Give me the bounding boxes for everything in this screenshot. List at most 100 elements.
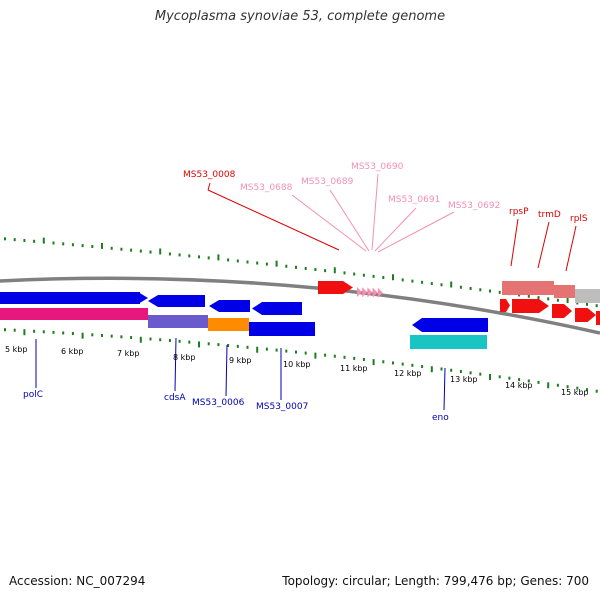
inner-tick bbox=[372, 359, 375, 366]
outer-tick bbox=[139, 249, 142, 253]
outer-tick bbox=[459, 285, 462, 289]
outer-tick bbox=[33, 239, 36, 243]
outer-tick bbox=[382, 276, 385, 280]
outer-tick bbox=[586, 302, 588, 306]
inner-tick bbox=[42, 330, 45, 334]
gene-eno-block bbox=[410, 335, 487, 349]
outer-tick bbox=[421, 280, 424, 284]
inner-tick-ring bbox=[4, 328, 598, 393]
scale-label-11kbp: 11 kbp bbox=[340, 364, 368, 373]
inner-tick bbox=[265, 347, 268, 351]
gene-label-polc: polC bbox=[23, 390, 43, 400]
inner-tick bbox=[518, 378, 521, 382]
callout-ms53-0692 bbox=[377, 211, 455, 253]
inner-tick bbox=[295, 350, 297, 354]
gene-label-callouts bbox=[35, 173, 577, 411]
outer-tick bbox=[362, 273, 365, 277]
outer-tick bbox=[4, 237, 6, 241]
inner-tick bbox=[285, 349, 288, 353]
outer-tick bbox=[188, 254, 191, 258]
inner-tick bbox=[23, 329, 26, 336]
inner-tick bbox=[362, 357, 365, 361]
inner-tick bbox=[275, 348, 278, 352]
inner-tick bbox=[440, 367, 443, 371]
scale-labels: 5 kbp 6 kbp 7 kbp 8 kbp 9 kbp 10 kbp 11 … bbox=[5, 345, 589, 397]
scale-label-7kbp: 7 kbp bbox=[117, 349, 139, 358]
outer-tick bbox=[343, 271, 346, 275]
callout-rpsp bbox=[510, 218, 519, 267]
callout-rpls bbox=[565, 225, 577, 272]
outer-tick bbox=[91, 244, 94, 248]
inner-tick bbox=[198, 341, 200, 348]
inner-tick bbox=[217, 343, 220, 347]
inner-tick bbox=[508, 376, 511, 380]
outer-tick bbox=[450, 281, 453, 288]
map-title: Mycoplasma synoviae 53, complete genome bbox=[154, 9, 446, 24]
callout-eno bbox=[443, 367, 446, 411]
inner-tick bbox=[62, 331, 65, 335]
gene-small-arrow bbox=[377, 287, 383, 298]
gene-rpsp-block bbox=[502, 281, 554, 295]
gene-label-ms53-0692: MS53_0692 bbox=[448, 201, 500, 211]
gene-features bbox=[0, 281, 600, 349]
inner-tick bbox=[421, 365, 424, 369]
scale-label-8kbp: 8 kbp bbox=[173, 353, 195, 362]
outer-tick bbox=[527, 294, 530, 298]
scale-label-15kbp: 15 kbp bbox=[561, 388, 589, 397]
gene-label-rpls: rplS bbox=[570, 214, 588, 224]
gene-small-arrow bbox=[367, 287, 373, 298]
outer-tick bbox=[71, 243, 74, 247]
outer-tick bbox=[198, 255, 200, 259]
inner-tick bbox=[149, 337, 152, 341]
gene-eno-arrow bbox=[412, 318, 488, 332]
outer-tick bbox=[62, 242, 65, 246]
outer-tick bbox=[101, 242, 103, 249]
gene-label-ms53-0689: MS53_0689 bbox=[301, 177, 354, 187]
gene-label-ms53-0691: MS53_0691 bbox=[388, 195, 440, 205]
outer-tick bbox=[236, 259, 239, 263]
inner-tick bbox=[353, 356, 356, 360]
gene-arrow bbox=[500, 299, 510, 312]
outer-tick bbox=[110, 246, 113, 250]
backbone-line bbox=[0, 276, 600, 335]
inner-tick bbox=[566, 385, 569, 389]
outer-tick bbox=[227, 258, 230, 262]
outer-tick bbox=[498, 290, 501, 294]
callout-ms53-0690 bbox=[371, 173, 379, 251]
gene-label-cdsa: cdsA bbox=[164, 393, 186, 403]
outer-tick bbox=[265, 262, 268, 266]
outer-tick bbox=[256, 261, 259, 265]
inner-tick bbox=[178, 339, 181, 343]
scale-label-9kbp: 9 kbp bbox=[229, 356, 251, 365]
inner-tick bbox=[556, 383, 559, 387]
scale-label-14kbp: 14 kbp bbox=[505, 381, 533, 390]
inner-tick bbox=[81, 332, 84, 339]
reverse-gene-labels: polC cdsA MS53_0006 MS53_0007 eno bbox=[23, 390, 449, 423]
gene-ms53-0008-arrow bbox=[318, 281, 353, 294]
callout-trmd bbox=[537, 221, 550, 269]
callout-cdsa bbox=[174, 337, 177, 392]
inner-tick bbox=[324, 353, 327, 357]
outer-tick bbox=[489, 289, 491, 293]
outer-tick bbox=[547, 297, 550, 301]
outer-tick bbox=[120, 247, 123, 251]
inner-tick bbox=[159, 338, 162, 342]
outer-tick bbox=[314, 268, 317, 272]
inner-tick bbox=[188, 340, 191, 344]
outer-tick bbox=[275, 260, 278, 267]
inner-tick bbox=[498, 375, 501, 379]
gene-arrow bbox=[100, 292, 148, 304]
genome-backbone bbox=[0, 276, 600, 335]
callout-ms53-0688 bbox=[291, 194, 367, 252]
gene-label-ms53-0007: MS53_0007 bbox=[256, 402, 308, 412]
callout-ms53-0689 bbox=[329, 189, 370, 252]
inner-tick bbox=[256, 346, 259, 353]
gene-label-ms53-0008: MS53_0008 bbox=[183, 170, 236, 180]
gene-arrow bbox=[209, 300, 250, 312]
inner-tick bbox=[537, 380, 540, 384]
inner-tick bbox=[479, 372, 482, 376]
outer-tick bbox=[23, 238, 26, 242]
scale-label-13kbp: 13 kbp bbox=[450, 375, 478, 384]
outer-tick bbox=[401, 278, 404, 282]
